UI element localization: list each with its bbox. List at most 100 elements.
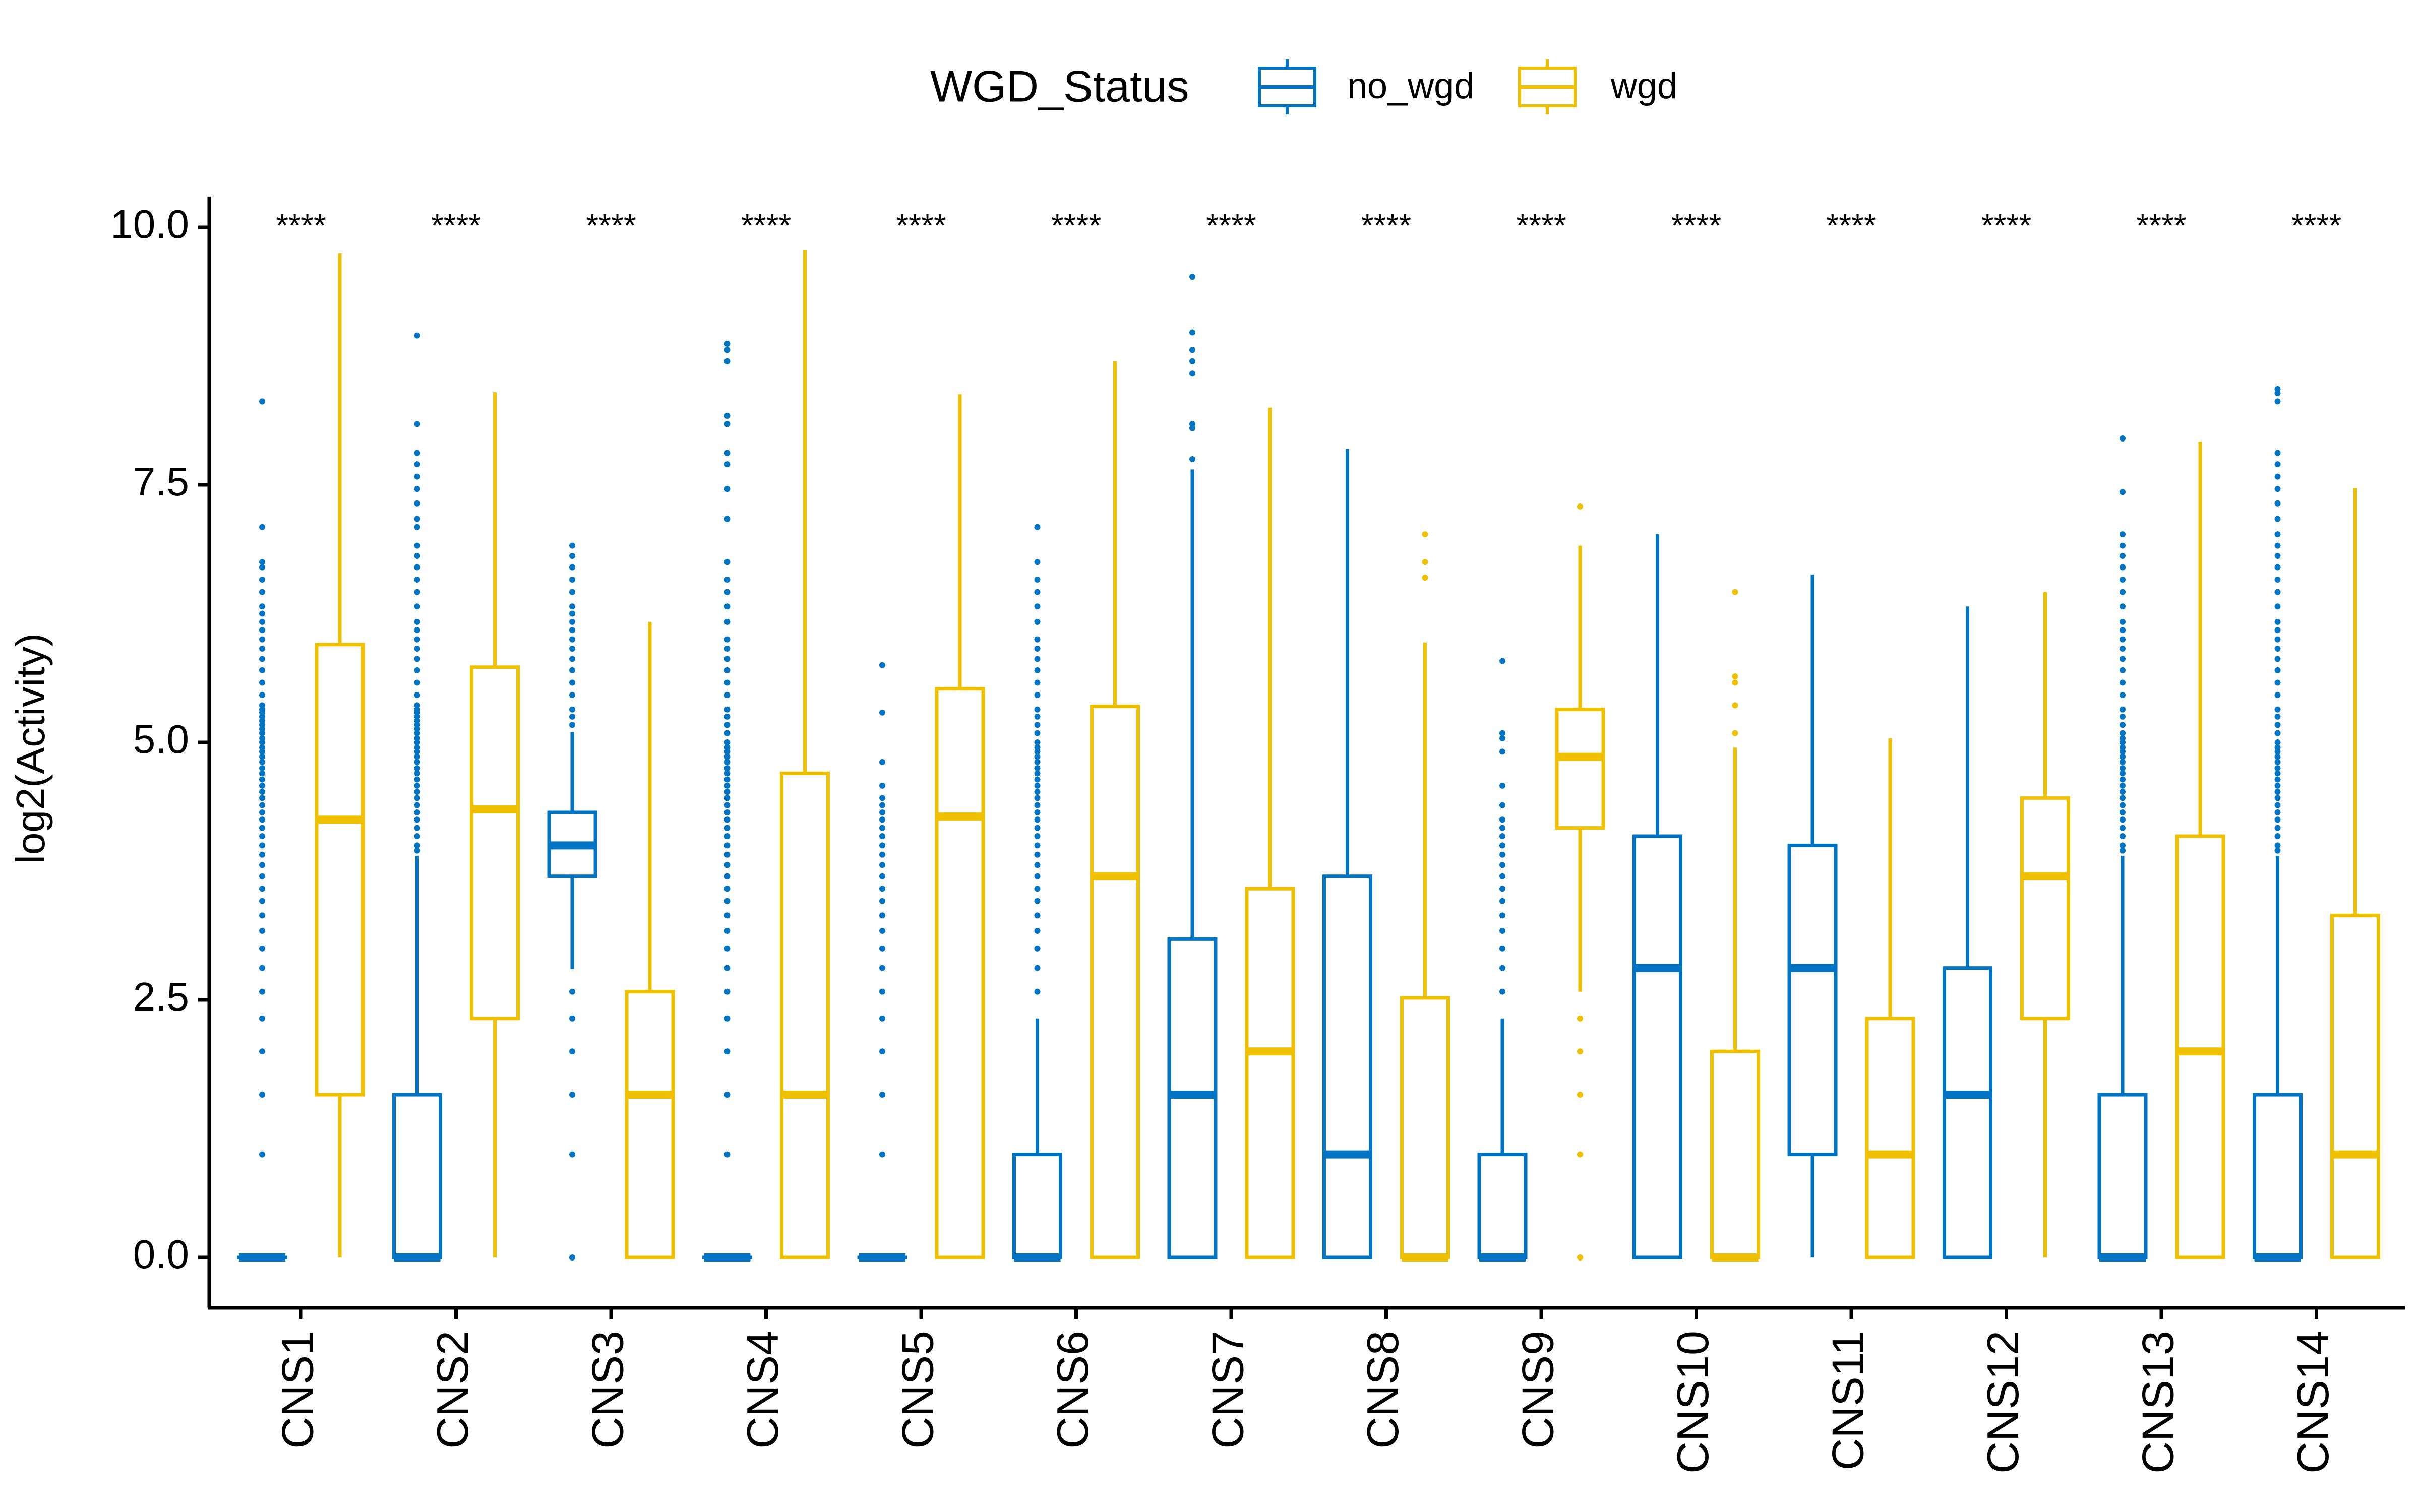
outlier-point [724, 1048, 731, 1055]
outlier-point [1577, 1254, 1583, 1261]
outlier-point [569, 679, 575, 686]
outlier-point [1499, 912, 1505, 919]
outlier-point [1034, 722, 1041, 728]
outlier-point [569, 1151, 575, 1158]
outlier-point [259, 645, 265, 652]
outlier-point [414, 816, 420, 823]
outlier-point [2274, 564, 2281, 571]
outlier-point [879, 1151, 885, 1158]
outlier-point [724, 486, 731, 492]
outlier-point [1189, 421, 1195, 427]
outlier-point [259, 776, 265, 783]
outlier-point [414, 516, 420, 522]
box-no_wgd-cns8 [1322, 449, 1372, 1259]
outlier-point [1189, 456, 1195, 462]
outlier-point [2120, 531, 2126, 538]
outlier-point [2120, 816, 2126, 823]
outlier-point [2120, 802, 2126, 808]
outlier-point [2274, 542, 2281, 549]
box-no_wgd-cns2 [392, 332, 442, 1262]
outlier-point [1034, 739, 1041, 745]
outlier-point [879, 1015, 885, 1022]
box-wgd-cns7 [1245, 407, 1295, 1259]
outlier-point [879, 802, 885, 808]
outlier-point [1499, 898, 1505, 904]
outlier-point [724, 1092, 731, 1098]
outlier-point [414, 564, 420, 571]
outlier-point [1499, 748, 1505, 755]
outlier-point [259, 898, 265, 904]
outlier-point [2274, 730, 2281, 736]
outlier-point [724, 816, 731, 823]
outlier-point [2120, 589, 2126, 595]
outlier-point [724, 450, 731, 456]
x-tick-label: CNS4 [738, 1331, 788, 1449]
outlier-point [1499, 851, 1505, 858]
outlier-point [259, 589, 265, 595]
significance-label: **** [1206, 207, 1256, 243]
outlier-point [2274, 589, 2281, 595]
outlier-point [724, 618, 731, 625]
x-tick-label: CNS8 [1358, 1331, 1408, 1449]
outlier-point [2274, 847, 2281, 854]
box-wgd-cns12 [2020, 592, 2070, 1257]
box-no_wgd-cns1 [237, 398, 287, 1262]
box-wgd-cns1 [315, 253, 365, 1257]
outlier-point [724, 759, 731, 765]
box [935, 687, 985, 1259]
outlier-point [259, 702, 265, 709]
outlier-point [2274, 770, 2281, 777]
outlier-point [2120, 636, 2126, 643]
outlier-point [414, 776, 420, 783]
outlier-point [879, 862, 885, 868]
outlier-point [259, 945, 265, 952]
outlier-point [879, 842, 885, 849]
outlier-point [879, 886, 885, 892]
outlier-point [1034, 706, 1041, 713]
outlier-point [259, 965, 265, 971]
outlier-point [2274, 386, 2281, 392]
outlier-point [2274, 486, 2281, 492]
x-tick-label: CNS9 [1512, 1331, 1562, 1449]
box-wgd-cns9 [1555, 503, 1605, 1261]
box [1090, 704, 1140, 1259]
outlier-point [879, 833, 885, 840]
box [780, 771, 830, 1259]
legend: WGD_Status no_wgd wgd [930, 59, 1677, 114]
outlier-point [1034, 965, 1041, 971]
outlier-point [1499, 816, 1505, 823]
outlier-point [259, 928, 265, 934]
legend-label-wgd: wgd [1610, 66, 1677, 106]
outlier-point [724, 730, 731, 736]
outlier-point [259, 988, 265, 995]
outlier-point [2120, 753, 2126, 760]
outlier-point [2274, 765, 2281, 772]
outlier-point [1034, 744, 1041, 751]
outlier-point [2274, 618, 2281, 625]
outlier-point [1189, 274, 1195, 280]
outlier-point [569, 1015, 575, 1022]
outlier-point [414, 656, 420, 662]
outlier-point [1034, 873, 1041, 879]
significance-label: **** [1516, 207, 1566, 243]
outlier-point [259, 833, 265, 840]
outlier-point [1577, 1151, 1583, 1158]
outlier-point [1034, 730, 1041, 736]
outlier-point [259, 873, 265, 879]
outlier-point [1034, 945, 1041, 952]
box-no_wgd-cns5 [857, 662, 908, 1262]
outlier-point [414, 782, 420, 789]
outlier-point [724, 753, 731, 760]
outlier-point [879, 965, 885, 971]
box [1245, 887, 1295, 1259]
outlier-point [879, 988, 885, 995]
outlier-point [414, 486, 420, 492]
outlier-point [1577, 1015, 1583, 1022]
outlier-point [879, 825, 885, 831]
outlier-point [879, 1048, 885, 1055]
x-tick-label: CNS2 [428, 1331, 477, 1449]
legend-key-wgd [1518, 59, 1577, 114]
outlier-point [259, 851, 265, 858]
outlier-point [2120, 656, 2126, 662]
outlier-point [2274, 816, 2281, 823]
